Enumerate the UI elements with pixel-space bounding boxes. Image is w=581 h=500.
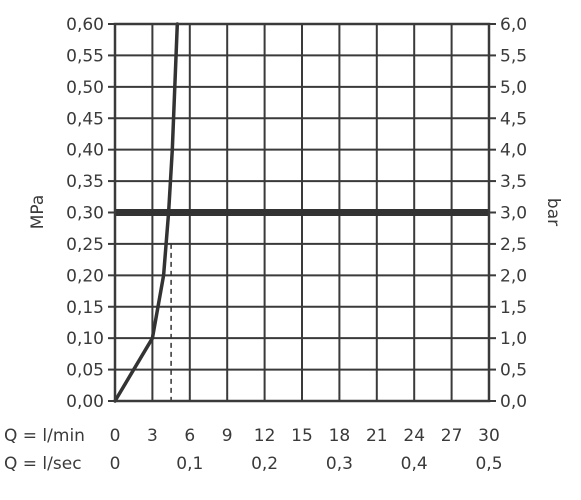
y-tick-label-right: 1,0 [500,329,527,349]
y-tick-label-right: 0,0 [500,392,527,412]
x-tick-label-lmin: 9 [222,426,233,446]
y-tick-label-left: 0,45 [66,109,104,129]
y-tick-label-left: 0,30 [66,204,104,224]
x-tick-label-lmin: 3 [147,426,158,446]
y-tick-label-left: 0,50 [66,78,104,98]
y-tick-label-right: 6,0 [500,15,527,35]
series-layer [113,22,180,403]
x-axis-row-label-lmin: Q = l/min [4,426,85,446]
y-tick-label-right: 4,0 [500,141,527,161]
x-tick-label-lmin: 0 [110,426,121,446]
x-tick-label-lsec: 0,3 [326,454,353,474]
x-axis-row-label-lsec: Q = l/sec [4,454,82,474]
y-tick-label-left: 0,25 [66,235,104,255]
y-tick-label-right: 2,5 [500,235,527,255]
series-line-0 [113,22,180,403]
y-tick-label-left: 0,55 [66,46,104,66]
x-tick-label-lsec: 0,4 [401,454,428,474]
x-tick-label-lsec: 0,2 [251,454,278,474]
y-tick-label-right: 1,5 [500,298,527,318]
y-tick-label-right: 5,5 [500,46,527,66]
y-tick-label-right: 2,0 [500,266,527,286]
x-tick-label-lmin: 6 [184,426,195,446]
y-tick-label-left: 0,05 [66,361,104,381]
y-tick-label-left: 0,20 [66,266,104,286]
y-tick-label-left: 0,35 [66,172,104,192]
x-tick-label-lsec: 0,5 [475,454,502,474]
y-tick-label-right: 0,5 [500,361,527,381]
y-tick-label-left: 0,40 [66,141,104,161]
x-tick-label-lsec: 0,1 [176,454,203,474]
y-axis-title-left: MPa [28,195,48,230]
x-tick-label-lmin: 21 [366,426,388,446]
x-tick-label-lsec: 0 [110,454,121,474]
x-tick-label-lmin: 18 [329,426,351,446]
y-tick-label-right: 3,0 [500,204,527,224]
y-tick-label-left: 0,10 [66,329,104,349]
x-tick-label-lmin: 30 [478,426,500,446]
y-tick-label-left: 0,15 [66,298,104,318]
y-tick-label-right: 4,5 [500,109,527,129]
x-tick-label-lmin: 24 [403,426,425,446]
y-tick-label-right: 5,0 [500,78,527,98]
x-tick-label-lmin: 27 [441,426,463,446]
frame-layer [108,22,496,403]
y-tick-label-left: 0,60 [66,15,104,35]
x-tick-label-lmin: 15 [291,426,313,446]
y-tick-label-right: 3,5 [500,172,527,192]
y-tick-label-left: 0,00 [66,392,104,412]
label-layer: 0,000,050,100,150,200,250,300,350,400,45… [66,15,527,474]
x-tick-label-lmin: 12 [254,426,276,446]
y-axis-title-right: bar [543,198,563,226]
